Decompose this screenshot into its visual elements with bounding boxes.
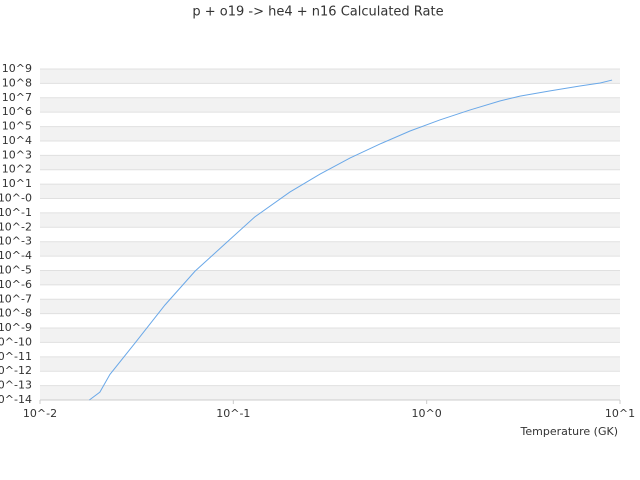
x-tick-label: 10^-1 — [216, 407, 250, 420]
y-tick-label: 10^-5 — [0, 263, 32, 276]
grid-band — [40, 313, 620, 329]
y-tick-label: 10^5 — [2, 120, 32, 133]
y-tick-label: 10^9 — [2, 62, 32, 75]
grid-band — [40, 184, 620, 199]
y-tick-label: 10^2 — [2, 163, 32, 176]
y-tick-label: 10^7 — [2, 91, 32, 104]
grid-band — [40, 284, 620, 300]
grid-band — [40, 270, 620, 285]
y-tick-label: 10^-7 — [0, 292, 32, 305]
y-tick-label: 10^3 — [2, 148, 32, 161]
y-tick-label: 10^4 — [2, 134, 32, 147]
y-tick-label: 10^8 — [2, 76, 32, 89]
y-tick-label: 10^-11 — [0, 350, 32, 363]
y-tick-label: 10^-8 — [0, 307, 32, 320]
x-axis-label: Temperature (GK) — [520, 425, 619, 438]
y-tick-label: 10^-13 — [0, 379, 32, 392]
grid-band — [40, 198, 620, 213]
grid-band — [40, 83, 620, 98]
grid-band — [40, 342, 620, 357]
grid-band — [40, 227, 620, 242]
y-tick-label: 10^-3 — [0, 235, 32, 248]
y-tick-label: 10^-2 — [0, 220, 32, 233]
grid-band — [40, 212, 620, 228]
grid-band — [40, 241, 620, 257]
y-tick-label: 10^-4 — [0, 249, 32, 262]
grid-band — [40, 169, 620, 185]
y-tick-label: 10^6 — [2, 105, 32, 118]
grid-band — [40, 356, 620, 372]
y-tick-label: 10^1 — [2, 177, 32, 190]
x-tick-label: 10^0 — [412, 407, 442, 420]
y-tick-label: 10^-9 — [0, 321, 32, 334]
grid-band — [40, 155, 620, 170]
grid-band — [40, 97, 620, 113]
grid-band — [40, 126, 620, 141]
y-tick-label: 10^-10 — [0, 335, 32, 348]
chart-title: p + o19 -> he4 + n16 Calculated Rate — [192, 5, 443, 20]
y-tick-label: 10^-6 — [0, 278, 32, 291]
grid-band — [40, 371, 620, 386]
x-tick-label: 10^-2 — [23, 407, 57, 420]
y-tick-label: 10^-14 — [0, 393, 32, 406]
y-tick-label: 10^-12 — [0, 364, 32, 377]
grid-band — [40, 256, 620, 271]
y-tick-label: 10^-1 — [0, 206, 32, 219]
x-tick-label: 10^1 — [605, 407, 635, 420]
grid-band — [40, 112, 620, 127]
grid-band — [40, 328, 620, 343]
grid-bands — [40, 69, 620, 400]
grid-band — [40, 385, 620, 400]
grid-band — [40, 69, 620, 84]
y-tick-label: 10^-0 — [0, 192, 32, 205]
grid-band — [40, 299, 620, 314]
data-line — [89, 79, 613, 401]
grid-band — [40, 140, 620, 156]
